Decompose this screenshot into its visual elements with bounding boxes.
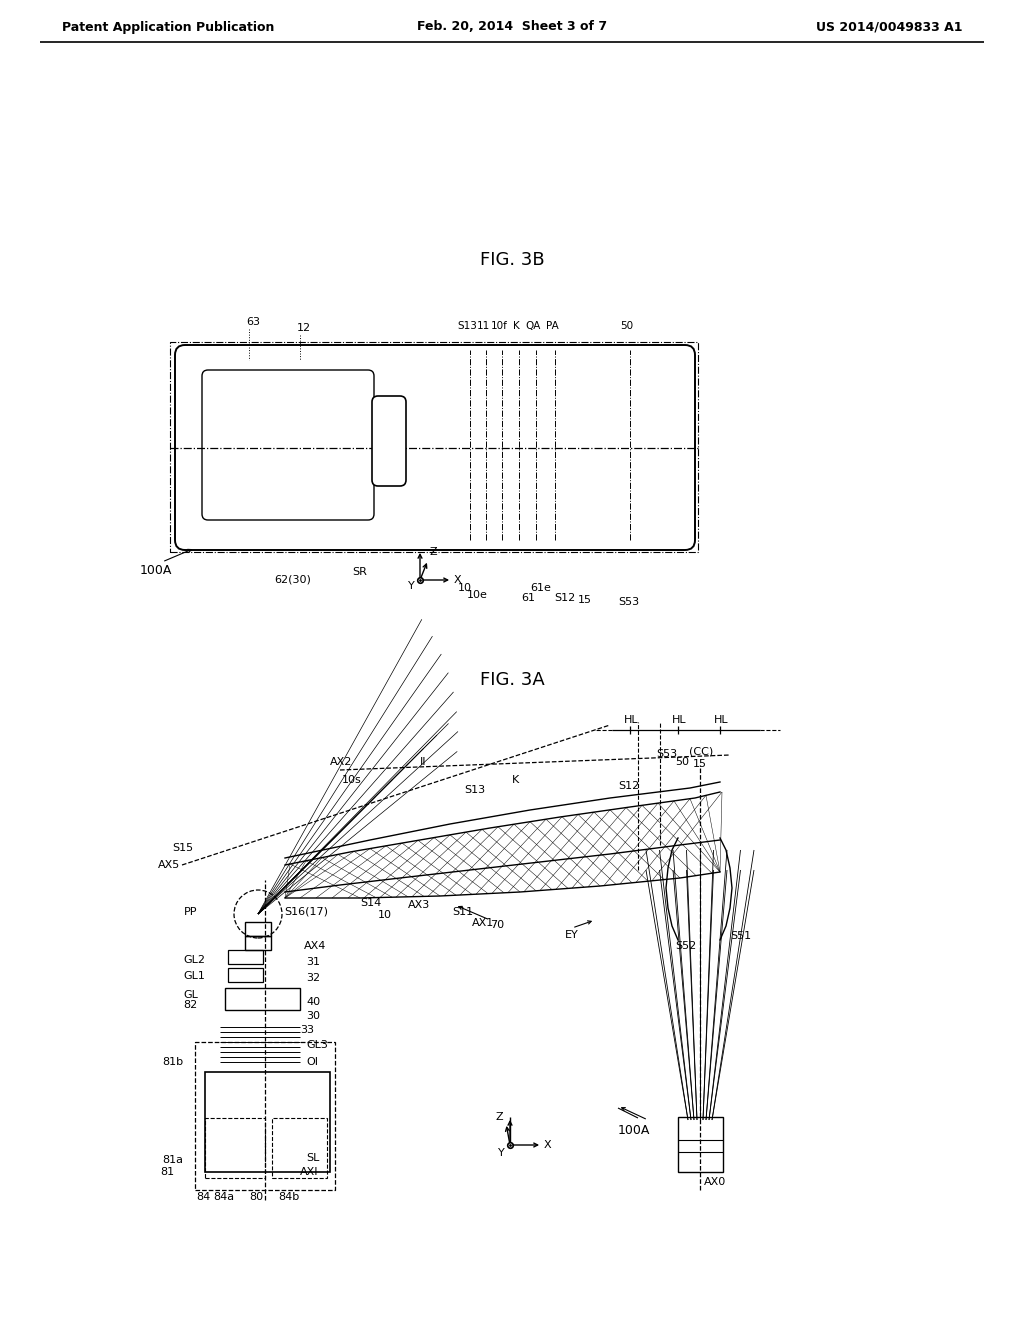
Text: S53: S53 xyxy=(618,597,639,607)
Text: 40: 40 xyxy=(306,997,321,1007)
Text: AX3: AX3 xyxy=(408,900,430,909)
Text: K: K xyxy=(512,775,519,785)
Bar xyxy=(205,1072,330,1172)
Text: 84: 84 xyxy=(196,1192,210,1203)
Text: SR: SR xyxy=(352,568,367,577)
Text: 62(30): 62(30) xyxy=(274,576,311,585)
Text: 81: 81 xyxy=(160,1167,174,1177)
Text: 50: 50 xyxy=(675,756,689,767)
Text: 11: 11 xyxy=(476,321,489,331)
Text: PA: PA xyxy=(546,321,558,331)
Text: 100A: 100A xyxy=(618,1123,650,1137)
Text: 15: 15 xyxy=(693,759,707,770)
Bar xyxy=(228,968,263,982)
Text: QA: QA xyxy=(525,321,541,331)
Text: Z: Z xyxy=(430,546,437,557)
Text: S13: S13 xyxy=(464,785,485,795)
Text: AX1: AX1 xyxy=(472,917,495,928)
Text: FIG. 3A: FIG. 3A xyxy=(479,671,545,689)
Text: SL: SL xyxy=(306,1152,319,1163)
Text: OI: OI xyxy=(306,1057,318,1067)
Text: S51: S51 xyxy=(730,931,752,941)
Text: 80: 80 xyxy=(249,1192,263,1203)
Text: 84b: 84b xyxy=(278,1192,299,1203)
Text: GL2: GL2 xyxy=(183,954,205,965)
Text: 10e: 10e xyxy=(467,590,487,601)
Text: AX0: AX0 xyxy=(705,1177,726,1187)
Text: US 2014/0049833 A1: US 2014/0049833 A1 xyxy=(815,21,962,33)
Text: S14: S14 xyxy=(360,898,381,908)
Text: Z: Z xyxy=(496,1111,504,1122)
Text: PP: PP xyxy=(184,907,198,917)
Bar xyxy=(245,921,271,936)
Text: GL: GL xyxy=(183,990,198,1001)
Bar xyxy=(228,950,263,964)
Text: 12: 12 xyxy=(297,323,311,333)
Bar xyxy=(548,392,648,512)
Bar xyxy=(196,362,381,527)
Text: 82: 82 xyxy=(183,1001,198,1010)
Text: S12: S12 xyxy=(554,593,575,603)
Text: (CC): (CC) xyxy=(689,747,714,756)
Bar xyxy=(225,987,300,1010)
Text: S13: S13 xyxy=(457,321,477,331)
Text: Y: Y xyxy=(498,1148,505,1158)
Text: Y: Y xyxy=(408,581,415,591)
Bar xyxy=(245,936,271,950)
Text: S16(17): S16(17) xyxy=(284,907,328,917)
Text: Feb. 20, 2014  Sheet 3 of 7: Feb. 20, 2014 Sheet 3 of 7 xyxy=(417,21,607,33)
Bar xyxy=(195,1041,335,1191)
Text: S11: S11 xyxy=(452,907,473,917)
Bar xyxy=(396,362,682,527)
Text: 15: 15 xyxy=(578,595,592,605)
Text: AX2: AX2 xyxy=(330,756,352,767)
Text: 100A: 100A xyxy=(140,564,172,577)
Text: X: X xyxy=(544,1140,552,1150)
Text: 32: 32 xyxy=(306,973,321,983)
Text: 30: 30 xyxy=(306,1011,319,1020)
Text: AX4: AX4 xyxy=(304,941,327,950)
FancyBboxPatch shape xyxy=(175,345,695,550)
Text: S52: S52 xyxy=(675,941,696,950)
Text: AXI: AXI xyxy=(300,1167,318,1177)
Text: HL: HL xyxy=(624,715,639,725)
Text: 70: 70 xyxy=(490,920,504,931)
Text: 31: 31 xyxy=(306,957,319,968)
Text: 81b: 81b xyxy=(162,1057,183,1067)
Text: 61: 61 xyxy=(521,593,535,603)
Text: X: X xyxy=(454,576,462,585)
Text: FIG. 3B: FIG. 3B xyxy=(479,251,545,269)
Text: 10: 10 xyxy=(378,909,392,920)
Text: 61e: 61e xyxy=(530,583,551,593)
Text: S12: S12 xyxy=(618,781,639,791)
Text: ⅠⅠ: ⅠⅠ xyxy=(420,756,427,767)
FancyBboxPatch shape xyxy=(372,396,406,486)
Text: GL3: GL3 xyxy=(306,1040,328,1049)
Text: S15: S15 xyxy=(172,843,194,853)
Bar xyxy=(272,1118,327,1177)
Text: HL: HL xyxy=(672,715,687,725)
Text: 33: 33 xyxy=(300,1026,314,1035)
Text: 10: 10 xyxy=(458,583,472,593)
Text: 10s: 10s xyxy=(342,775,361,785)
Text: 84a: 84a xyxy=(213,1192,234,1203)
Text: 50: 50 xyxy=(621,321,634,331)
Text: Patent Application Publication: Patent Application Publication xyxy=(62,21,274,33)
Text: HL: HL xyxy=(714,715,729,725)
Bar xyxy=(205,1118,265,1177)
Text: EY: EY xyxy=(565,931,579,940)
Text: 63: 63 xyxy=(246,317,260,327)
Text: S53: S53 xyxy=(656,748,677,759)
Bar xyxy=(222,392,352,500)
Text: 10f: 10f xyxy=(490,321,508,331)
Text: K: K xyxy=(513,321,519,331)
Text: 81a: 81a xyxy=(162,1155,183,1166)
Text: GL1: GL1 xyxy=(183,972,205,981)
Bar xyxy=(170,342,698,552)
Text: AX5: AX5 xyxy=(158,861,180,870)
Bar xyxy=(678,1117,723,1172)
